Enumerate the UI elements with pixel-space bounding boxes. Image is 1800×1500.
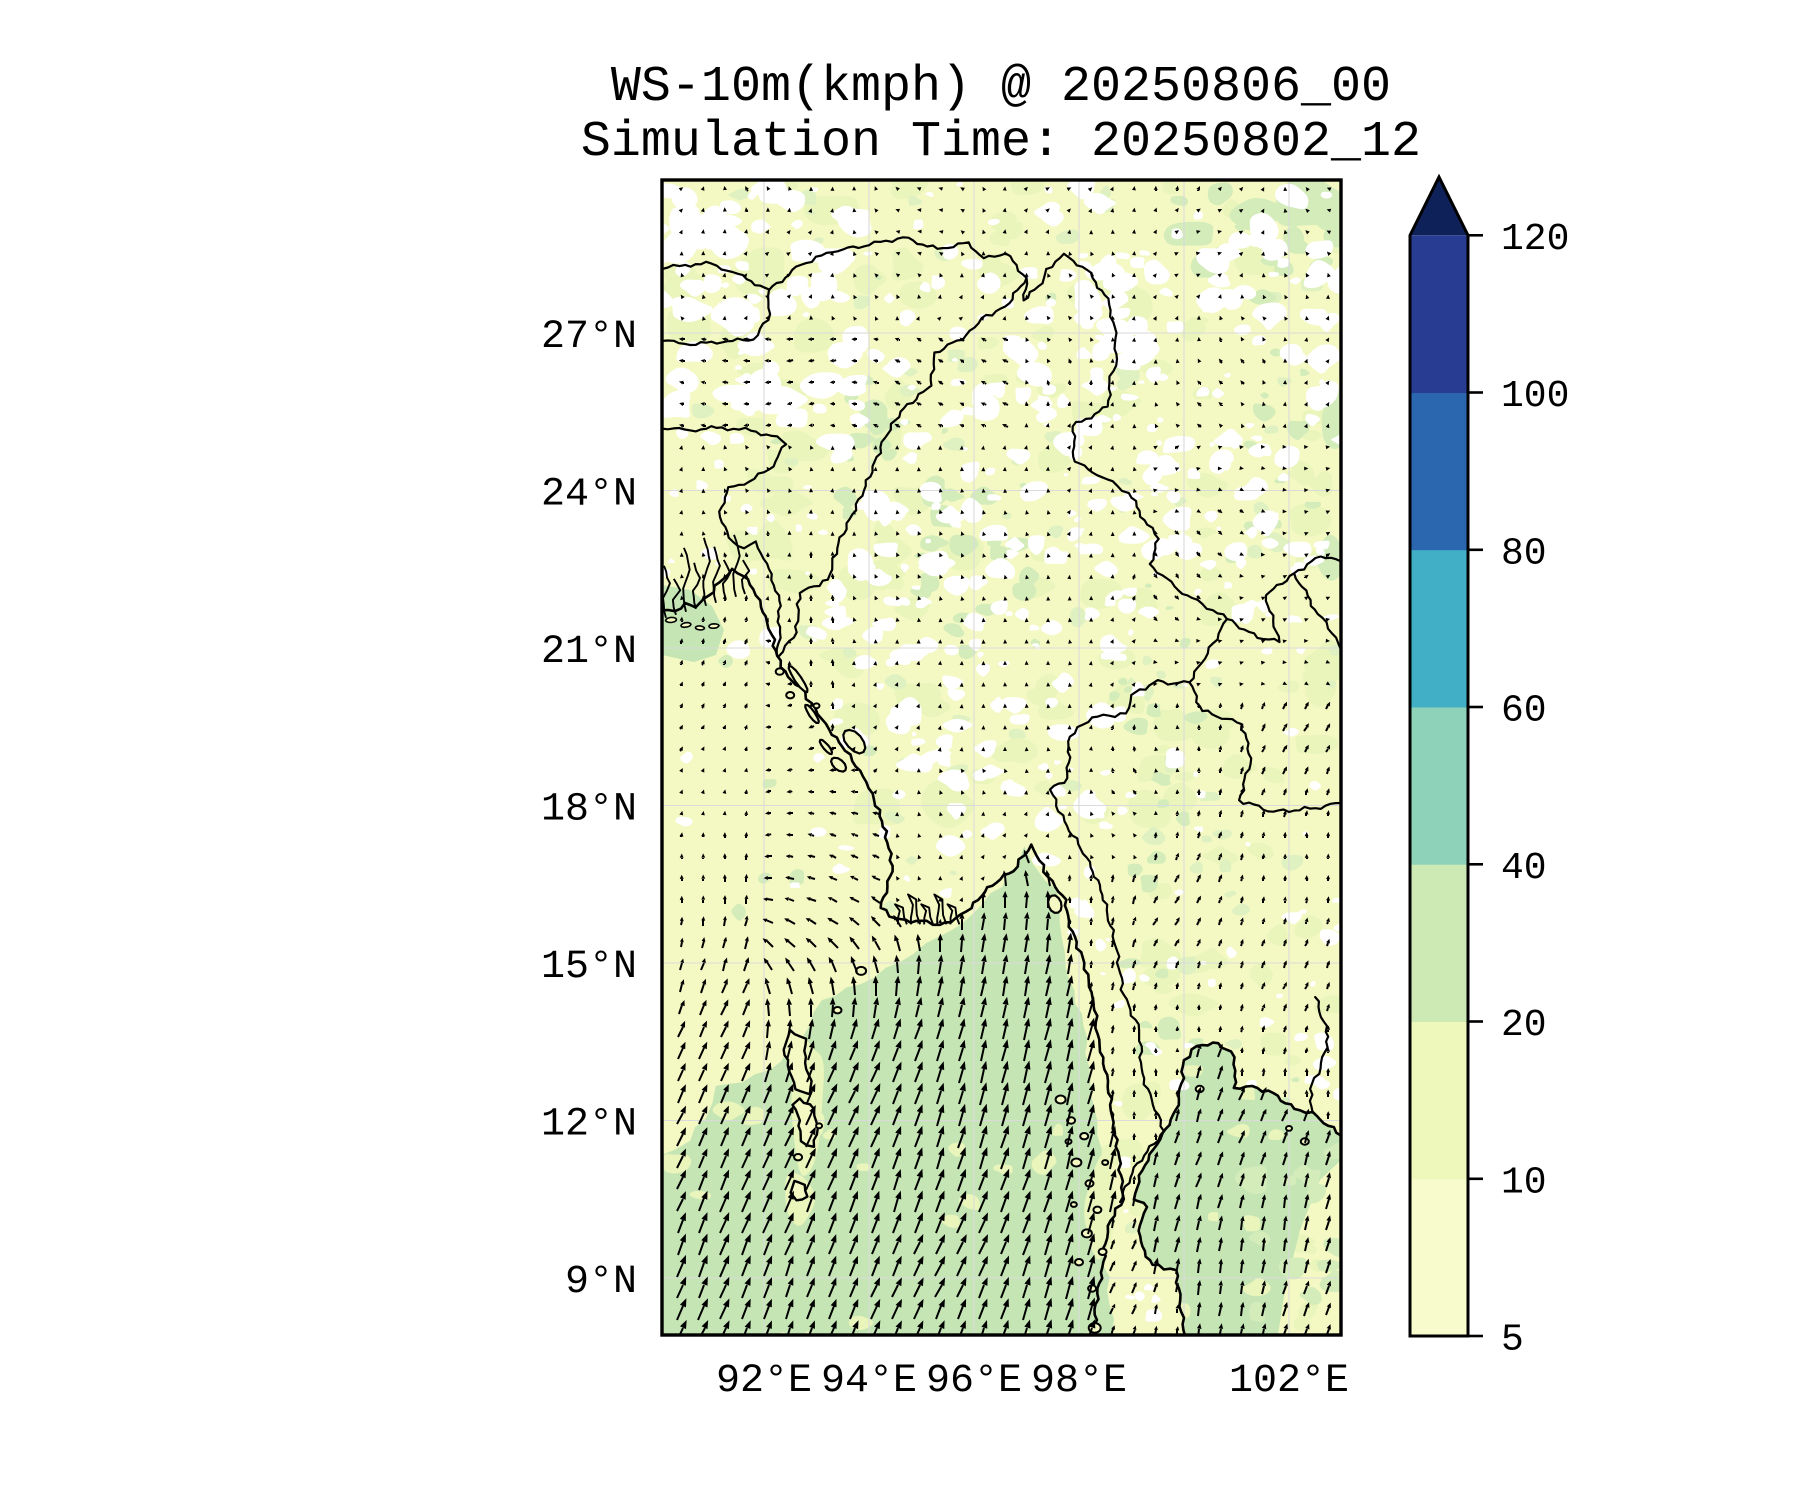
svg-text:15°N: 15°N — [541, 945, 637, 990]
svg-text:94°E: 94°E — [821, 1359, 917, 1404]
svg-text:27°N: 27°N — [541, 315, 637, 360]
svg-text:60: 60 — [1501, 690, 1547, 733]
svg-text:80: 80 — [1501, 532, 1547, 575]
svg-text:24°N: 24°N — [541, 473, 637, 518]
svg-text:98°E: 98°E — [1031, 1359, 1127, 1404]
svg-text:120: 120 — [1501, 218, 1569, 261]
svg-text:96°E: 96°E — [926, 1359, 1022, 1404]
svg-text:92°E: 92°E — [716, 1359, 812, 1404]
svg-text:WS-10m(kmph) @ 20250806_00: WS-10m(kmph) @ 20250806_00 — [611, 59, 1391, 116]
svg-text:9°N: 9°N — [565, 1260, 637, 1305]
svg-text:20: 20 — [1501, 1004, 1547, 1047]
svg-text:10: 10 — [1501, 1161, 1547, 1204]
svg-text:40: 40 — [1501, 847, 1547, 890]
svg-text:18°N: 18°N — [541, 788, 637, 833]
svg-text:102°E: 102°E — [1229, 1359, 1349, 1404]
svg-text:100: 100 — [1501, 375, 1569, 418]
svg-text:5: 5 — [1501, 1319, 1524, 1362]
svg-text:12°N: 12°N — [541, 1103, 637, 1148]
svg-text:21°N: 21°N — [541, 630, 637, 675]
svg-text:Simulation Time: 20250802_12: Simulation Time: 20250802_12 — [581, 114, 1421, 171]
